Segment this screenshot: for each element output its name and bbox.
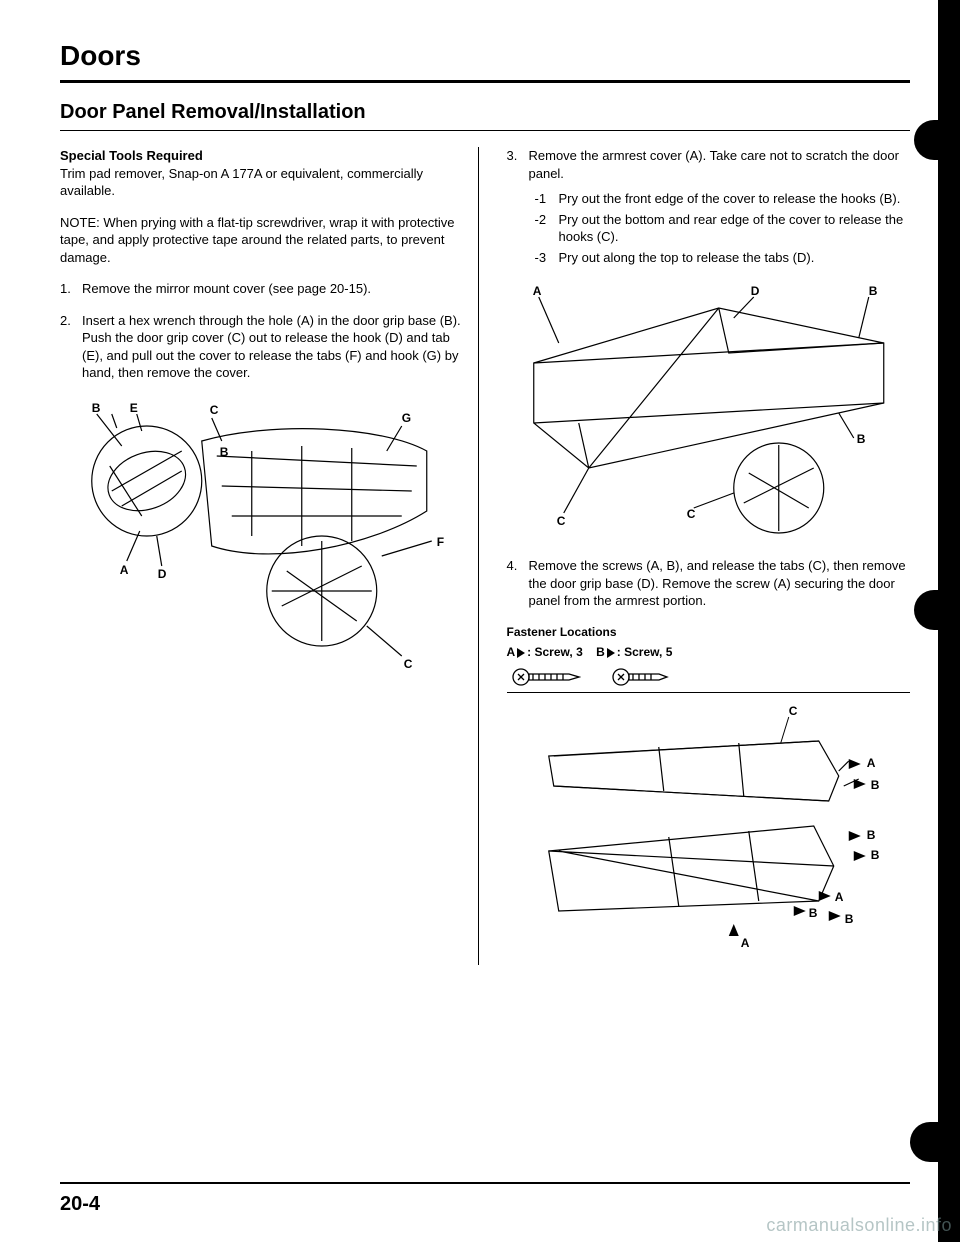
step-number: 4. bbox=[507, 557, 525, 610]
right-steps: 3. Remove the armrest cover (A). Take ca… bbox=[507, 147, 911, 269]
figure-2: A D B B C C bbox=[507, 283, 911, 543]
step-1: 1. Remove the mirror mount cover (see pa… bbox=[60, 280, 464, 298]
step-2: 2. Insert a hex wrench through the hole … bbox=[60, 312, 464, 382]
fig1-label-c: C bbox=[210, 403, 219, 417]
sub-num: -2 bbox=[535, 211, 559, 246]
figure-2-svg: A D B B C C bbox=[507, 283, 911, 543]
sub-text: Pry out the front edge of the cover to r… bbox=[559, 190, 901, 208]
fastener-a: A bbox=[507, 645, 516, 659]
fig2-label-d: D bbox=[750, 284, 759, 298]
binder-graphic bbox=[938, 0, 960, 1242]
step-number: 1. bbox=[60, 280, 78, 298]
page-title: Doors bbox=[60, 40, 910, 72]
fig2-label-b: B bbox=[868, 284, 877, 298]
fig1-label-f: F bbox=[437, 535, 444, 549]
fig3-label-b2: B bbox=[866, 828, 875, 842]
fig3-label-a: A bbox=[866, 756, 875, 770]
fig1-label-b2: B bbox=[220, 445, 229, 459]
screw-icons bbox=[507, 666, 911, 688]
fig3-label-c: C bbox=[788, 704, 797, 718]
tools-text: Trim pad remover, Snap-on A 177A or equi… bbox=[60, 166, 423, 199]
left-column: Special Tools Required Trim pad remover,… bbox=[60, 147, 479, 965]
triangle-icon bbox=[517, 648, 525, 658]
sub-num: -1 bbox=[535, 190, 559, 208]
left-steps: 1. Remove the mirror mount cover (see pa… bbox=[60, 280, 464, 382]
substeps: -1Pry out the front edge of the cover to… bbox=[529, 190, 911, 266]
figure-3: C A B B B A B B A bbox=[507, 701, 911, 951]
tools-block: Special Tools Required Trim pad remover,… bbox=[60, 147, 464, 200]
note-text: NOTE: When prying with a flat-tip screwd… bbox=[60, 214, 464, 267]
fig1-label-a: A bbox=[120, 563, 129, 577]
fig1-label-g: G bbox=[402, 411, 411, 425]
step-3: 3. Remove the armrest cover (A). Take ca… bbox=[507, 147, 911, 269]
right-steps-2: 4. Remove the screws (A, B), and release… bbox=[507, 557, 911, 610]
fig2-label-a: A bbox=[532, 284, 541, 298]
screw-icon-a bbox=[511, 666, 581, 688]
fastener-b-label: : Screw, 5 bbox=[617, 645, 673, 659]
step-number: 2. bbox=[60, 312, 78, 382]
sub-text: Pry out the bottom and rear edge of the … bbox=[559, 211, 911, 246]
fig3-label-a2: A bbox=[834, 890, 843, 904]
fig1-label-e: E bbox=[130, 401, 138, 415]
right-column: 3. Remove the armrest cover (A). Take ca… bbox=[503, 147, 911, 965]
fastener-title: Fastener Locations bbox=[507, 624, 911, 640]
two-column-layout: Special Tools Required Trim pad remover,… bbox=[60, 147, 910, 965]
figure-1-svg: B E C B G F C A D bbox=[60, 396, 464, 676]
screw-icon-b bbox=[611, 666, 681, 688]
step-body: Remove the armrest cover (A). Take care … bbox=[529, 147, 911, 269]
step-text: Insert a hex wrench through the hole (A)… bbox=[82, 312, 464, 382]
fastener-line: A : Screw, 3 B : Screw, 5 bbox=[507, 644, 911, 660]
page-number: 20-4 bbox=[60, 1193, 100, 1216]
fig1-label-c2: C bbox=[404, 657, 413, 671]
step-text: Remove the mirror mount cover (see page … bbox=[82, 280, 371, 298]
watermark: carmanualsonline.info bbox=[766, 1215, 952, 1236]
section-title: Door Panel Removal/Installation bbox=[60, 101, 910, 124]
step-text: Remove the armrest cover (A). Take care … bbox=[529, 148, 899, 181]
fig1-label-d: D bbox=[158, 567, 167, 581]
step-number: 3. bbox=[507, 147, 525, 269]
fastener-b: B bbox=[596, 645, 605, 659]
fig2-label-b2: B bbox=[856, 432, 865, 446]
sub-num: -3 bbox=[535, 249, 559, 267]
bottom-rule bbox=[60, 1182, 910, 1184]
fig3-label-b3: B bbox=[870, 848, 879, 862]
sub-text: Pry out along the top to release the tab… bbox=[559, 249, 815, 267]
figure-1: B E C B G F C A D bbox=[60, 396, 464, 676]
section-rule bbox=[60, 130, 910, 131]
fastener-a-label: : Screw, 3 bbox=[527, 645, 583, 659]
fig1-label-b: B bbox=[92, 401, 101, 415]
fig3-label-b: B bbox=[870, 778, 879, 792]
step-4: 4. Remove the screws (A, B), and release… bbox=[507, 557, 911, 610]
triangle-icon bbox=[607, 648, 615, 658]
tools-heading: Special Tools Required bbox=[60, 148, 203, 163]
fastener-rule bbox=[507, 692, 911, 693]
fig2-label-c2: C bbox=[686, 507, 695, 521]
step-text: Remove the screws (A, B), and release th… bbox=[529, 557, 911, 610]
fig3-label-b4: B bbox=[808, 906, 817, 920]
fig3-label-b5: B bbox=[844, 912, 853, 926]
fig3-label-a3: A bbox=[740, 936, 749, 950]
title-rule bbox=[60, 80, 910, 83]
fig2-label-c: C bbox=[556, 514, 565, 528]
figure-3-svg: C A B B B A B B A bbox=[507, 701, 911, 951]
